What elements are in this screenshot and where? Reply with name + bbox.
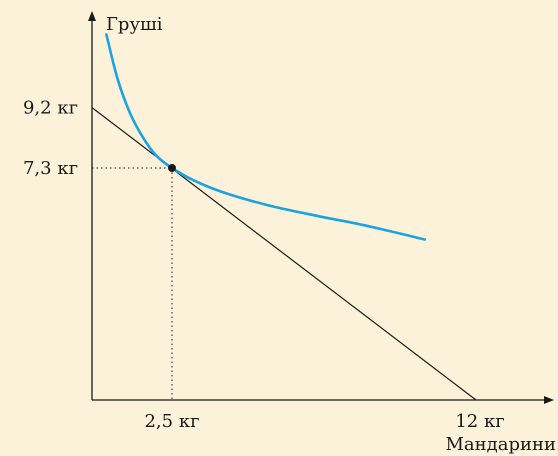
x-tick-label-12: 12 кг — [455, 411, 504, 432]
budget-line — [91, 107, 477, 401]
indifference-curve — [105, 33, 427, 241]
x-axis-arrow-icon — [544, 396, 554, 404]
y-tick-label-7-3: 7,3 кг — [23, 158, 78, 179]
y-axis-label: Груші — [106, 14, 163, 35]
y-tick-label-9-2: 9,2 кг — [23, 98, 78, 119]
x-axis-label: Мандарини — [446, 434, 557, 455]
x-tick-label-2-5: 2,5 кг — [144, 411, 199, 432]
tangent-point — [168, 164, 176, 173]
y-axis-arrow-icon — [88, 11, 96, 21]
